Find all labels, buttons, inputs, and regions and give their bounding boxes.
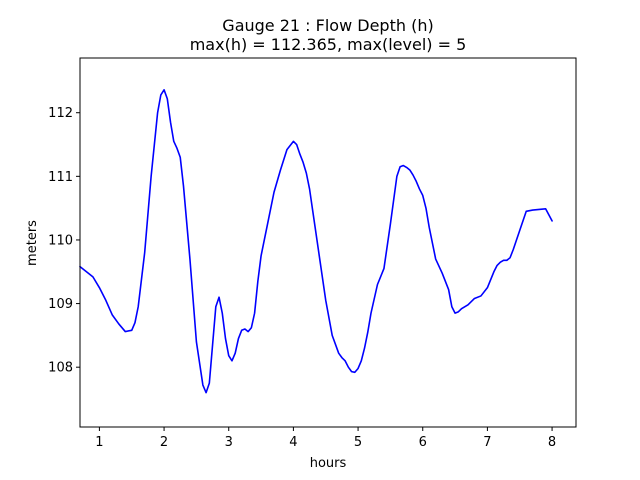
- plot-area-frame: [79, 57, 577, 428]
- chart-title-line2: max(h) = 112.365, max(level) = 5: [190, 35, 467, 54]
- x-tick-label: 2: [160, 435, 168, 450]
- x-tick-label: 7: [483, 435, 491, 450]
- x-tick-label: 5: [354, 435, 362, 450]
- y-axis-label: meters: [25, 220, 40, 266]
- x-tick-label: 1: [95, 435, 103, 450]
- y-tick-label: 110: [48, 233, 73, 248]
- y-tick-label: 112: [48, 106, 73, 121]
- x-tick-label: 6: [419, 435, 427, 450]
- y-tick-label: 109: [48, 297, 73, 312]
- flow-depth-series-line: [79, 89, 553, 394]
- x-tick-label: 8: [548, 435, 556, 450]
- x-axis-ticks: 1 2 3 4 5 6 7 8: [95, 427, 556, 450]
- y-tick-label: 111: [48, 170, 73, 185]
- chart-title-line1: Gauge 21 : Flow Depth (h): [222, 16, 433, 35]
- y-axis-ticks: 108 109 110 111 112: [48, 106, 80, 376]
- x-tick-label: 4: [289, 435, 297, 450]
- x-axis-label: hours: [310, 456, 347, 471]
- x-tick-label: 3: [225, 435, 233, 450]
- y-tick-label: 108: [48, 361, 73, 376]
